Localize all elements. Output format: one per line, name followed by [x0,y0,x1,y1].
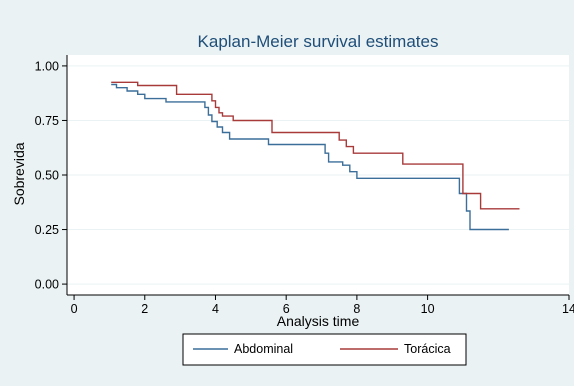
legend-box [182,333,467,366]
x-axis: 0 2 4 6 8 10 14 [67,294,574,316]
series-layer [111,81,520,231]
x-tick-label-0: 0 [71,302,78,316]
legend-label-abdominal: Abdominal [234,342,293,356]
chart-title: Kaplan-Meier survival estimates [198,32,439,51]
y-tick-label-2: 0.50 [35,169,59,183]
gridlines [67,65,569,285]
x-axis-label: Analysis time [277,313,360,329]
series-line-toracica [111,81,520,210]
legend: Abdominal Torácica [182,333,467,366]
x-tick-label-5: 10 [421,302,435,316]
y-axis: 0.00 0.25 0.50 0.75 1.00 [35,55,68,295]
x-tick-label-6: 14 [562,302,574,316]
legend-label-toracica: Torácica [404,342,451,356]
series-line-abdominal [111,83,509,231]
x-tick-label-3: 6 [283,302,290,316]
x-tick-label-1: 2 [141,302,148,316]
x-tick-label-4: 8 [353,302,360,316]
y-axis-label: Sobrevida [11,142,27,205]
y-tick-label-3: 0.75 [35,114,59,128]
y-tick-label-4: 1.00 [35,59,59,73]
x-tick-label-2: 4 [212,302,219,316]
y-tick-label-1: 0.25 [35,223,59,237]
y-tick-label-0: 0.00 [35,278,59,292]
